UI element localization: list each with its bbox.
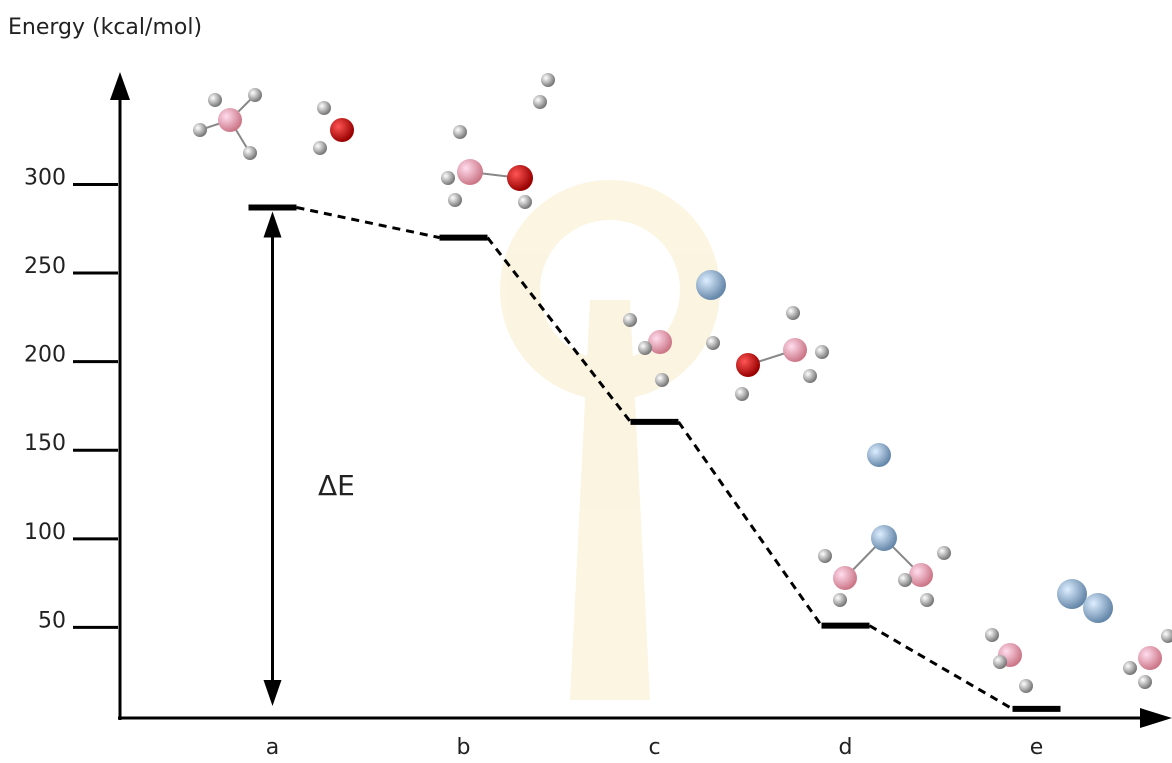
x-tick-label: b xyxy=(457,735,471,760)
y-axis-arrow xyxy=(110,72,130,100)
y-tick-label: 100 xyxy=(24,520,66,545)
y-tick-label: 200 xyxy=(24,343,66,368)
x-tick-label: a xyxy=(266,735,279,760)
chart: Energy (kcal/mol) 50 100 150 200 250 300 a b c d e… xyxy=(0,0,1172,763)
y-tick-label: 150 xyxy=(24,431,66,456)
x-tick-label: c xyxy=(648,735,660,760)
y-axis-label: Energy (kcal/mol) xyxy=(8,15,202,40)
connector xyxy=(679,422,822,626)
y-tick-label: 50 xyxy=(38,608,66,633)
y-tick-label: 250 xyxy=(24,254,66,279)
y-tick-label: 300 xyxy=(24,165,66,190)
delta-e-arrowhead xyxy=(264,211,282,237)
x-axis-arrow xyxy=(1140,708,1172,728)
x-tick-label: d xyxy=(839,735,853,760)
x-tick-label: e xyxy=(1030,735,1044,760)
molecules xyxy=(193,73,1172,693)
delta-e-arrowhead xyxy=(264,680,282,706)
watermark xyxy=(520,200,700,700)
annotation: ΔE xyxy=(318,469,355,502)
connector xyxy=(297,207,440,237)
